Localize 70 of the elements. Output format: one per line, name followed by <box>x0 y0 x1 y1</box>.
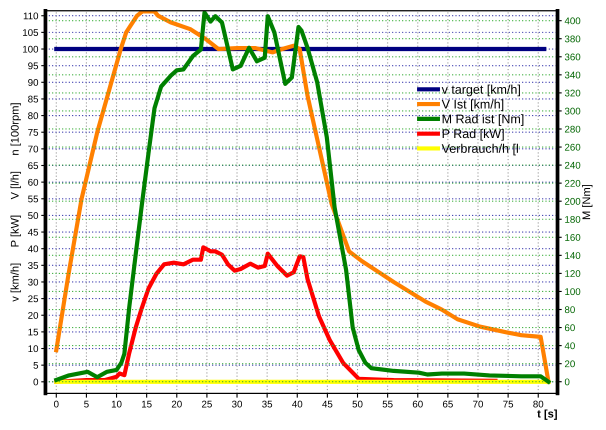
y-tick-label: 85 <box>28 96 38 103</box>
y2-tick-label: 20 <box>564 360 575 368</box>
legend-label: V Ist [km/h] <box>442 99 504 112</box>
y-tick-label: 110 <box>24 12 38 20</box>
y2-tick-label: 40 <box>564 342 575 350</box>
y2-tick-label: 160 <box>565 234 580 241</box>
x-tick-label: 35 <box>262 400 272 408</box>
y-tick-label: 70 <box>28 146 38 152</box>
legend-label: v target [km/h] <box>442 84 520 96</box>
x-tick-label: 65 <box>442 400 453 408</box>
y2-tick-label: 300 <box>564 108 580 115</box>
y2-tick-label: 120 <box>565 270 580 278</box>
y2-tick-label: 140 <box>565 252 580 259</box>
y-tick-label: 65 <box>28 162 38 170</box>
y-tick-label: 10 <box>28 345 38 352</box>
y-tick-label: 15 <box>28 328 38 336</box>
y-axis-title: v [km/h] P [kW] V [l/h] n [100rpm] <box>10 103 21 302</box>
y-tick-label: 90 <box>28 79 38 86</box>
legend-label: P Rad [kW] <box>442 128 504 141</box>
y2-tick-label: 360 <box>564 54 580 60</box>
y2-tick-label: 220 <box>564 180 580 187</box>
y-tick-label: 100 <box>23 46 38 53</box>
x-tick-label: 60 <box>412 400 423 408</box>
y2-tick-label: 320 <box>564 90 580 97</box>
y-tick-label: 40 <box>28 245 38 252</box>
x-tick-label: 45 <box>322 400 332 408</box>
x-tick-label: 70 <box>473 400 484 408</box>
x-tick-label: 10 <box>112 400 122 408</box>
y-tick-label: 45 <box>28 228 38 236</box>
y2-tick-label: 100 <box>565 288 580 296</box>
y2-tick-label: 260 <box>564 144 580 151</box>
y2-tick-label: 340 <box>564 72 580 78</box>
y-tick-label: 55 <box>28 196 38 202</box>
y2-tick-label: 180 <box>565 216 580 223</box>
x-tick-label: 55 <box>382 400 393 408</box>
y-tick-label: 30 <box>28 278 38 286</box>
y-tick-label: 25 <box>28 295 38 302</box>
x-tick-label: 50 <box>352 400 363 408</box>
y-tick-label: 105 <box>23 29 38 36</box>
y2-tick-label: 380 <box>564 35 580 42</box>
y-tick-label: 20 <box>28 312 38 319</box>
legend-label: M Rad ist [Nm] <box>442 114 524 126</box>
y-tick-label: 5 <box>33 362 38 369</box>
y-tick-label: 35 <box>28 262 38 269</box>
x-tick-label: 40 <box>292 400 302 408</box>
y2-tick-label: 240 <box>564 162 580 169</box>
x-tick-label: 0 <box>54 400 59 408</box>
x-tick-label: 75 <box>503 400 514 408</box>
y2-tick-label: 60 <box>564 324 575 332</box>
x-tick-label: 15 <box>142 400 152 408</box>
y2-tick-label: 400 <box>564 17 580 24</box>
y2-tick-label: 200 <box>564 198 580 205</box>
x-tick-label: 25 <box>202 400 212 408</box>
x-tick-label: 5 <box>84 400 89 408</box>
y2-axis-title: M [Nm] <box>582 184 592 220</box>
y2-tick-label: 280 <box>564 126 580 133</box>
y-tick-label: 50 <box>28 212 38 220</box>
y-tick-label: 75 <box>28 129 38 136</box>
y-tick-label: 95 <box>28 62 38 70</box>
y-tick-label: 60 <box>28 178 38 186</box>
y-tick-label: 0 <box>33 378 38 386</box>
x-tick-label: 80 <box>533 400 544 408</box>
y2-tick-label: 80 <box>564 306 575 314</box>
x-axis-title: t [s] <box>537 409 557 420</box>
y-tick-label: 80 <box>28 112 38 120</box>
y2-tick-label: 0 <box>564 378 570 386</box>
legend-label: Verbrauch/h [l <box>442 144 518 156</box>
x-tick-label: 30 <box>232 400 242 408</box>
x-tick-label: 20 <box>172 400 182 408</box>
line-series <box>54 10 551 384</box>
